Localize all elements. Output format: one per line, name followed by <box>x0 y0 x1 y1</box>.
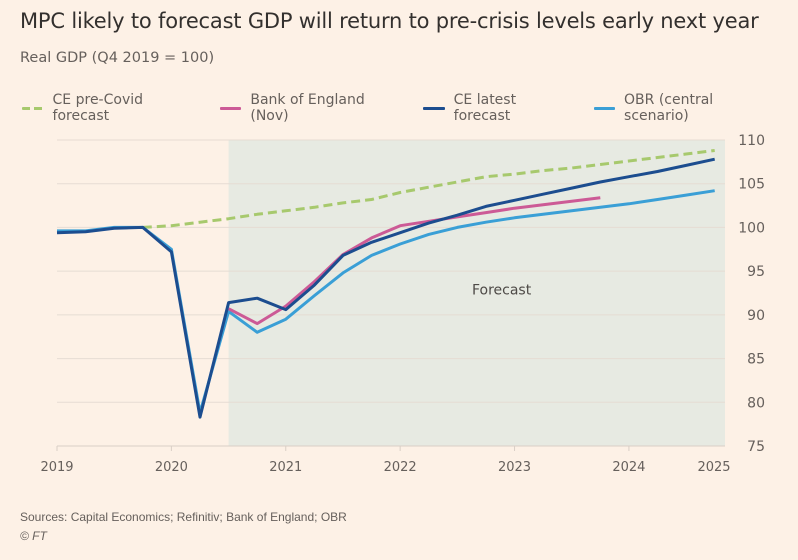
chart-subtitle: Real GDP (Q4 2019 = 100) <box>20 50 215 66</box>
legend-label: OBR (central scenario) <box>624 92 714 124</box>
y-tick-label-75: 75 <box>747 439 765 455</box>
legend-item-obr: OBR (central scenario) <box>593 92 780 124</box>
series-line-ce-pre-covid-forecast <box>142 149 715 229</box>
legend-swatch-ce-latest <box>423 106 445 110</box>
y-tick-label-110: 110 <box>738 133 765 149</box>
source-note: Sources: Capital Economics; Refinitiv; B… <box>20 510 347 524</box>
legend-swatch-ce-pre-covid <box>22 106 44 110</box>
y-tick-label-105: 105 <box>738 177 765 193</box>
chart-title: MPC likely to forecast GDP will return t… <box>20 9 759 33</box>
legend-item-ce-latest: CE latest forecast <box>423 92 574 124</box>
x-tick-label-2023: 2023 <box>498 460 531 475</box>
series-line-obr-central-scenario <box>57 189 715 415</box>
y-tick-label-95: 95 <box>747 264 765 280</box>
y-tick-label-85: 85 <box>747 352 765 368</box>
legend: CE pre-Covid forecast Bank of England (N… <box>22 92 798 124</box>
x-tick-label-2019: 2019 <box>40 460 73 475</box>
series-line-bank-of-england-nov <box>227 196 601 326</box>
legend-swatch-obr <box>593 106 616 110</box>
x-tick-label-2022: 2022 <box>384 460 417 475</box>
legend-item-ce-pre-covid: CE pre-Covid forecast <box>22 92 201 124</box>
y-tick-label-80: 80 <box>747 395 765 411</box>
legend-swatch-boe <box>219 106 242 110</box>
forecast-annotation: Forecast <box>472 283 532 299</box>
legend-label: CE latest forecast <box>453 92 517 124</box>
legend-item-boe: Bank of England (Nov) <box>219 92 404 124</box>
y-tick-label-90: 90 <box>747 308 765 324</box>
legend-label: Bank of England (Nov) <box>250 92 365 124</box>
x-tick-label-2021: 2021 <box>269 460 302 475</box>
x-tick-label-2025: 2025 <box>697 460 730 475</box>
series-line-ce-latest-forecast <box>56 157 716 419</box>
x-tick-label-2020: 2020 <box>155 460 188 475</box>
x-tick-label-2024: 2024 <box>612 460 645 475</box>
forecast-region <box>228 140 725 446</box>
legend-label: CE pre-Covid forecast <box>52 92 144 124</box>
y-tick-label-100: 100 <box>738 220 765 236</box>
credit-note: © FT <box>20 529 47 543</box>
